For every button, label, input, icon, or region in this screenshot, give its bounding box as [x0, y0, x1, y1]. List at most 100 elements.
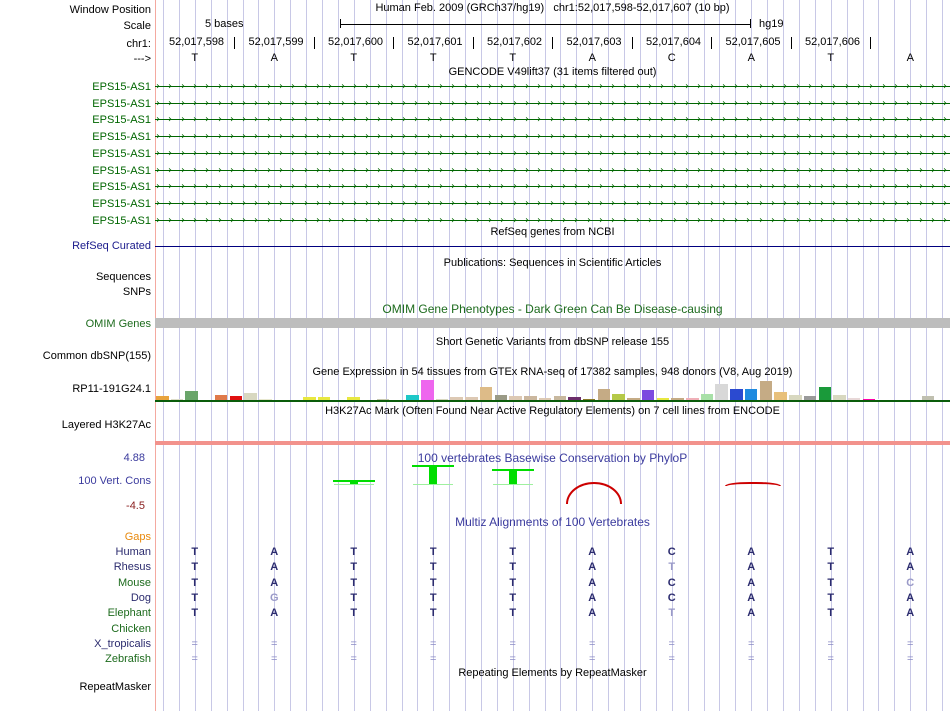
ruler-tick-label[interactable]: 52,017,605	[725, 36, 781, 48]
gtex-tissue-bar[interactable]	[376, 399, 390, 400]
multiz-species-label[interactable]: Human	[115, 546, 151, 558]
ruler-row[interactable]: 52,017,598 52,017,599 52,017,600 52,017,601…	[155, 36, 950, 52]
gtex-tissue-bar[interactable]	[877, 399, 890, 400]
gtex-tissue-bar[interactable]	[435, 399, 449, 400]
multiz-species-label[interactable]: Zebrafish	[105, 653, 151, 666]
gtex-tissue-bar[interactable]	[450, 397, 463, 400]
multiz-species-label[interactable]: Rhesus	[113, 561, 151, 574]
ruler-tick-label[interactable]: 52,017,599	[248, 36, 304, 48]
gtex-tissue-bar[interactable]	[730, 389, 743, 400]
gtex-tissue-bar[interactable]	[170, 399, 184, 400]
gencode-transcript-row[interactable]: › › › › › › › › › › › › › › › › › › › › › › › › › › › › › › › › › › › › › › › ›…	[155, 165, 950, 175]
conservation-negative-arc[interactable]	[725, 482, 782, 487]
conservation-positive-bar[interactable]	[429, 464, 438, 484]
gtex-tissue-bar[interactable]	[156, 396, 169, 400]
label-window-position[interactable]: Window Position	[69, 4, 151, 16]
multiz-species-label[interactable]: Chicken	[111, 622, 151, 635]
gtex-tissue-bar[interactable]	[479, 387, 493, 400]
label-snps[interactable]: SNPs	[122, 286, 151, 298]
h3k27ac-feature-band[interactable]	[155, 441, 950, 445]
gtex-tissue-bar[interactable]	[612, 394, 625, 400]
label-chrom[interactable]: chr1:	[126, 38, 151, 50]
conservation-chart[interactable]	[155, 462, 950, 512]
conservation-negative-arc[interactable]	[566, 482, 623, 504]
gencode-gene-label[interactable]: EPS15-AS1	[92, 131, 151, 144]
gtex-tissue-bar[interactable]	[847, 398, 861, 400]
gencode-transcript-row[interactable]: › › › › › › › › › › › › › › › › › › › › › › › › › › › › › › › › › › › › › › › ›…	[155, 98, 950, 108]
omim-feature-band[interactable]	[155, 318, 950, 328]
refseq-feature-line[interactable]	[155, 246, 950, 247]
ruler-tick-label[interactable]: 52,017,598	[169, 36, 225, 48]
multiz-species-row[interactable]: = = = = = = = = = =	[155, 653, 950, 666]
gtex-tissue-bar[interactable]	[818, 387, 832, 400]
gencode-gene-label[interactable]: EPS15-AS1	[92, 81, 151, 93]
gtex-tissue-bar[interactable]	[627, 398, 640, 400]
label-common-dbsnp[interactable]: Common dbSNP(155)	[42, 350, 151, 362]
multiz-species-row[interactable]	[155, 623, 950, 636]
gtex-tissue-bar[interactable]	[421, 380, 434, 400]
gencode-transcript-row[interactable]: › › › › › › › › › › › › › › › › › › › › › › › › › › › › › › › › › › › › › › › ›…	[155, 198, 950, 208]
gencode-transcript-row[interactable]: › › › › › › › › › › › › › › › › › › › › › › › › › › › › › › › › › › › › › › › ›…	[155, 148, 950, 158]
ruler-tick-label[interactable]: 52,017,600	[328, 36, 384, 48]
gtex-tissue-bar[interactable]	[259, 399, 272, 400]
gencode-gene-label[interactable]: EPS15-AS1	[92, 114, 151, 127]
gtex-tissue-bar[interactable]	[744, 389, 758, 400]
gtex-tissue-bar[interactable]	[686, 398, 699, 400]
gtex-tissue-bar[interactable]	[759, 381, 773, 400]
gtex-tissue-bar[interactable]	[789, 395, 802, 400]
gtex-tissue-bar[interactable]	[406, 395, 419, 400]
gtex-tissue-bar[interactable]	[803, 396, 817, 400]
gtex-tissue-bar[interactable]	[244, 393, 257, 400]
gtex-tissue-bar[interactable]	[524, 396, 537, 400]
multiz-species-row[interactable]: = = = = = = = = = =	[155, 638, 950, 651]
gtex-tissue-bar[interactable]	[862, 399, 876, 400]
track-data-column[interactable]: Human Feb. 2009 (GRCh37/hg19) chr1:52,01…	[155, 0, 950, 711]
gtex-tissue-bar[interactable]	[509, 396, 522, 400]
gencode-gene-label[interactable]: EPS15-AS1	[92, 97, 151, 110]
multiz-species-label[interactable]: Elephant	[107, 607, 151, 620]
gencode-gene-label[interactable]: EPS15-AS1	[92, 214, 151, 227]
gtex-tissue-bar[interactable]	[774, 392, 787, 400]
gtex-tissue-bar[interactable]	[833, 395, 846, 400]
label-gtex-gene[interactable]: RP11-191G24.1	[72, 383, 151, 395]
gtex-tissue-bar[interactable]	[700, 394, 714, 400]
label-omim-genes[interactable]: OMIM Genes	[85, 318, 151, 330]
gtex-tissue-bar[interactable]	[553, 396, 567, 400]
gencode-transcript-row[interactable]: › › › › › › › › › › › › › › › › › › › › › › › › › › › › › › › › › › › › › › › ›…	[155, 182, 950, 192]
gtex-tissue-bar[interactable]	[715, 384, 728, 400]
gtex-tissue-bar[interactable]	[347, 397, 360, 400]
label-sequences[interactable]: Sequences	[95, 271, 151, 283]
multiz-species-label[interactable]: X_tropicalis	[94, 637, 151, 650]
ruler-tick-label[interactable]: 52,017,606	[805, 36, 861, 48]
gtex-tissue-bar[interactable]	[671, 398, 684, 400]
multiz-species-label[interactable]: Mouse	[117, 576, 151, 589]
label-100-vert-cons[interactable]: 100 Vert. Cons	[78, 475, 151, 487]
gtex-tissue-bar[interactable]	[229, 396, 243, 400]
conservation-positive-bar[interactable]	[349, 479, 358, 484]
gencode-gene-label[interactable]: EPS15-AS1	[92, 181, 151, 194]
gtex-tissue-bar[interactable]	[921, 396, 935, 400]
gtex-tissue-bar[interactable]	[303, 397, 316, 400]
label-repeatmasker[interactable]: RepeatMasker	[79, 681, 151, 693]
gtex-tissue-bar[interactable]	[656, 398, 670, 400]
gencode-transcript-row[interactable]: › › › › › › › › › › › › › › › › › › › › › › › › › › › › › › › › › › › › › › › ›…	[155, 82, 950, 92]
conservation-positive-bar[interactable]	[508, 468, 517, 484]
label-gaps[interactable]: Gaps	[124, 531, 151, 543]
gencode-transcript-row[interactable]: › › › › › › › › › › › › › › › › › › › › › › › › › › › › › › › › › › › › › › › ›…	[155, 115, 950, 125]
gtex-tissue-bar[interactable]	[494, 395, 508, 400]
gtex-bar-chart[interactable]	[155, 378, 950, 400]
gencode-gene-label[interactable]: EPS15-AS1	[92, 147, 151, 160]
gtex-tissue-bar[interactable]	[641, 390, 655, 400]
gencode-transcript-row[interactable]: › › › › › › › › › › › › › › › › › › › › › › › › › › › › › › › › › › › › › › › ›…	[155, 215, 950, 225]
gencode-gene-label[interactable]: EPS15-AS1	[92, 164, 151, 177]
ruler-tick-label[interactable]: 52,017,601	[407, 36, 463, 48]
label-strand-arrow[interactable]: --->	[133, 53, 151, 65]
label-scale[interactable]: Scale	[123, 20, 151, 32]
gencode-gene-label[interactable]: EPS15-AS1	[92, 197, 151, 210]
